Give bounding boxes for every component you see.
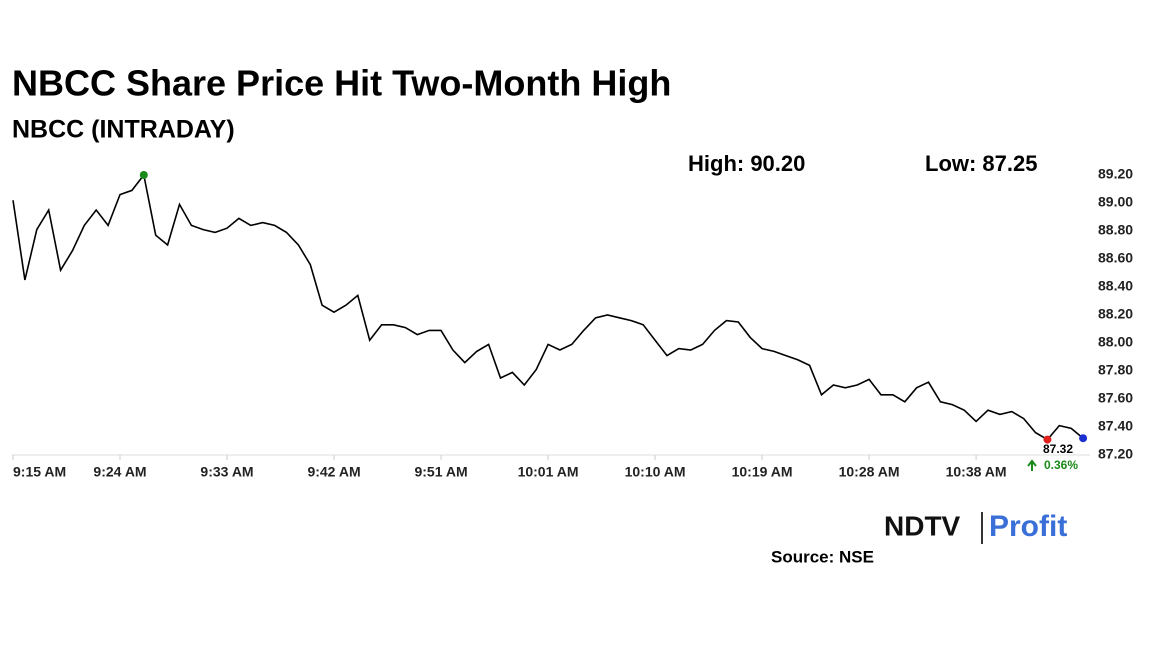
x-tick-label: 10:19 AM <box>732 464 793 480</box>
logo-profit: Profit <box>989 510 1067 543</box>
low-label: Low: 87.25 <box>925 151 1037 176</box>
price-line <box>12 173 1084 441</box>
chart-title: NBCC Share Price Hit Two-Month High <box>12 63 671 104</box>
y-tick-label: 87.20 <box>1098 446 1133 462</box>
chart-subtitle: NBCC (INTRADAY) <box>12 116 235 144</box>
y-tick-label: 88.40 <box>1098 278 1133 294</box>
change-label: 0.36% <box>1044 458 1078 472</box>
y-tick-label: 87.80 <box>1098 362 1133 378</box>
x-tick-label: 10:28 AM <box>839 464 900 480</box>
price-marker <box>139 171 148 179</box>
price-marker <box>1043 435 1052 444</box>
up-arrow <box>1027 459 1037 471</box>
x-tick-label: 10:10 AM <box>625 464 686 480</box>
logo-ndtv: NDTV <box>884 510 961 541</box>
x-tick-label: 9:42 AM <box>307 464 360 480</box>
x-tick-label: 9:24 AM <box>93 464 146 480</box>
x-tick-label: 10:01 AM <box>518 464 579 480</box>
y-tick-label: 87.40 <box>1098 418 1133 434</box>
source: Source: NSE <box>771 547 874 566</box>
high-label: High: 90.20 <box>688 151 805 176</box>
x-tick-label: 10:38 AM <box>946 464 1007 480</box>
x-tick-label: 9:15 AM <box>13 464 66 480</box>
price-marker <box>1079 434 1088 443</box>
y-tick-label: 87.60 <box>1098 390 1133 406</box>
x-tick-label: 9:33 AM <box>200 464 253 480</box>
x-tick-label: 9:51 AM <box>414 464 467 480</box>
last-price: 87.32 <box>1043 442 1073 456</box>
y-tick-label: 89.20 <box>1098 166 1133 182</box>
y-tick-label: 88.80 <box>1098 222 1133 238</box>
y-tick-label: 89.00 <box>1098 194 1133 210</box>
y-tick-label: 88.60 <box>1098 250 1133 266</box>
y-tick-label: 88.00 <box>1098 334 1133 350</box>
y-tick-label: 88.20 <box>1098 306 1133 322</box>
